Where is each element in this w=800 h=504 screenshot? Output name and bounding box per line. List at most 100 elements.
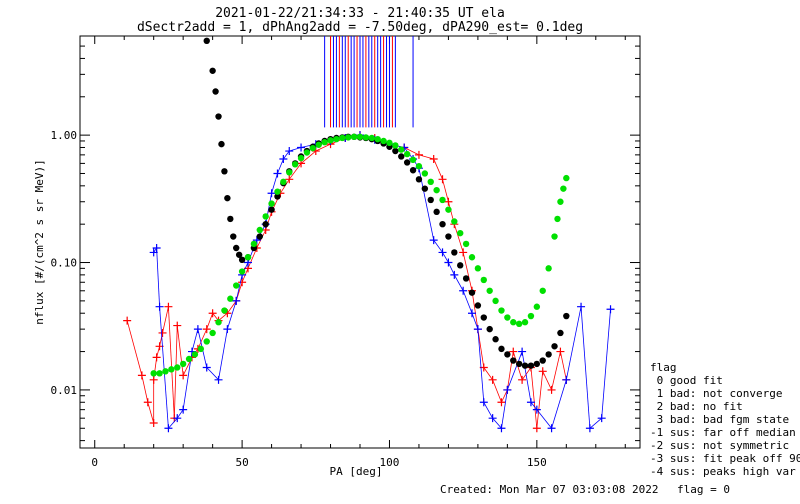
data-point: [285, 175, 294, 184]
data-point: [479, 398, 488, 407]
fit-curve-point: [409, 167, 417, 174]
fit-curve-point: [327, 137, 334, 144]
data-point: [444, 197, 453, 206]
series-connector: [536, 409, 552, 429]
series-connector: [477, 329, 485, 368]
data-point: [149, 248, 158, 257]
data-point: [488, 375, 497, 384]
fit-curve-point: [362, 134, 370, 141]
fit-curve-point: [527, 362, 535, 369]
fit-curve-point: [554, 215, 561, 223]
series-connector: [506, 351, 523, 391]
series-connector: [536, 371, 544, 429]
series-connector: [521, 351, 532, 403]
series-connector: [560, 351, 567, 380]
series-connector: [206, 313, 214, 330]
data-point: [562, 375, 571, 384]
fit-curve-point: [179, 360, 187, 368]
fit-curve-point: [380, 137, 387, 145]
fit-curve-point: [280, 178, 287, 186]
data-point: [149, 418, 158, 427]
fit-curve-point: [392, 147, 399, 155]
fit-curve-point: [533, 360, 541, 368]
fit-curve-point: [238, 268, 246, 275]
legend-item: 2 bad: no fit: [650, 400, 743, 413]
fit-curve-point: [457, 229, 464, 237]
fit-curve-point: [162, 368, 169, 375]
x-tick-label: 100: [380, 456, 400, 469]
series-connector: [315, 143, 331, 152]
fit-curve-point: [215, 319, 222, 326]
fit-curve-point: [197, 345, 205, 353]
fit-curve-point: [374, 135, 381, 143]
data-point: [202, 325, 211, 334]
fit-curve-point: [486, 325, 493, 333]
series-connector: [442, 179, 449, 202]
series-connector: [530, 367, 538, 429]
fit-curve-point: [150, 370, 157, 377]
data-point: [158, 328, 167, 337]
data-point: [450, 270, 459, 279]
fit-curve-point: [439, 220, 446, 228]
data-point: [414, 150, 423, 159]
fit-curve-point: [403, 150, 411, 158]
data-point: [238, 278, 247, 287]
fit-curve-point: [168, 366, 175, 373]
data-point: [538, 367, 547, 376]
series-connector: [197, 328, 208, 350]
series-connector: [218, 329, 228, 380]
legend-item: 1 bad: not converge: [650, 387, 782, 400]
legend-item: 3 bad: bad fgm state: [650, 413, 789, 426]
data-point: [547, 385, 556, 394]
data-point: [606, 305, 615, 314]
fit-curve-point: [521, 319, 529, 326]
series-connector: [159, 306, 169, 429]
flag-status: flag = 0: [677, 483, 730, 496]
fit-curve-point: [527, 312, 535, 320]
series-connector: [551, 351, 561, 391]
series-connector: [453, 224, 464, 253]
data-point: [285, 147, 294, 156]
data-point: [123, 316, 132, 325]
fit-curve-point: [439, 196, 446, 204]
fit-curve-point: [227, 295, 234, 302]
fit-curve-point: [462, 240, 470, 248]
legend: flag 0 good fit 1 bad: not converge 2 ba…: [650, 361, 800, 478]
fit-curve-point: [403, 159, 411, 166]
fit-curve-point: [415, 176, 423, 183]
x-axis-label: PA [deg]: [330, 465, 383, 478]
data-point: [444, 258, 453, 267]
fit-curve-point: [560, 185, 567, 192]
data-point: [497, 424, 506, 433]
fit-curve-point: [256, 226, 263, 234]
fit-curve-point: [262, 213, 269, 220]
data-point: [438, 248, 447, 257]
data-point: [137, 371, 146, 380]
series-connector: [521, 367, 532, 381]
data-point: [279, 154, 288, 163]
series-connector: [418, 154, 434, 160]
data-point: [468, 309, 476, 318]
fit-curve-point: [504, 314, 511, 321]
data-point: [179, 371, 188, 380]
axis-ticks-group: 0 50 100 150 0.01 0.10 1.00: [51, 35, 640, 469]
fit-curve-point: [209, 67, 216, 74]
fit-curve-point: [433, 186, 440, 194]
series-connector: [471, 290, 479, 330]
fit-curve-point: [221, 307, 228, 314]
fit-curve-point: [386, 139, 393, 147]
fit-curve-point: [291, 161, 299, 168]
fit-curve-point: [224, 194, 231, 202]
fit-curve-point: [521, 362, 529, 369]
fit-curve-point: [303, 149, 311, 156]
series-connector: [173, 325, 178, 419]
fit-curve-point: [209, 329, 216, 337]
fit-curve-point: [451, 249, 458, 256]
series-connector: [162, 306, 169, 334]
series-connector: [589, 417, 602, 429]
fit-curve-point: [333, 135, 340, 143]
series-connector: [126, 320, 143, 376]
fit-curve-point: [545, 265, 552, 272]
series-connector: [448, 262, 455, 276]
data-point: [556, 347, 565, 356]
